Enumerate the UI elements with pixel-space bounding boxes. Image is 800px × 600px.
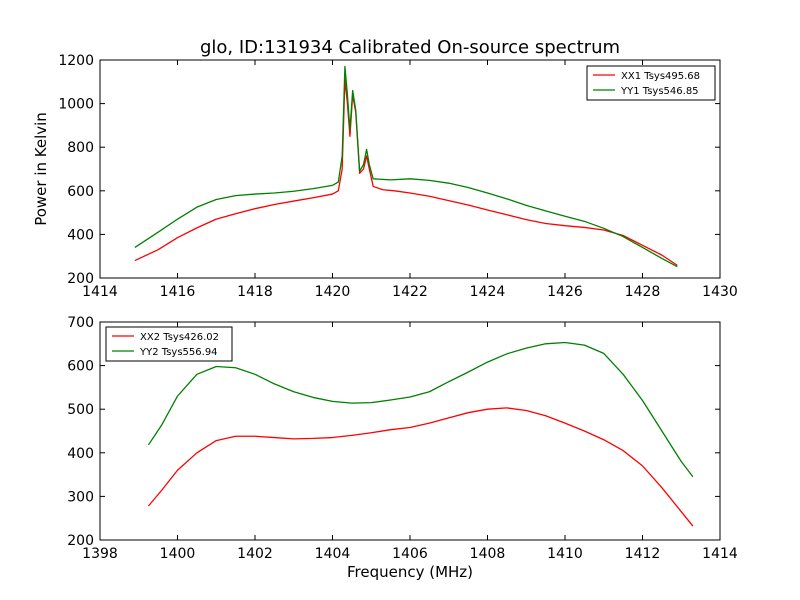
y-tick-label: 400: [67, 227, 94, 243]
chart-title: glo, ID:131934 Calibrated On-source spec…: [200, 37, 620, 58]
y-tick-label: 400: [67, 446, 94, 462]
y-tick-label: 1000: [58, 97, 94, 113]
x-axis-label-bottom: Frequency (MHz): [347, 563, 473, 581]
legend-label-1: XX2 Tsys426.02: [140, 332, 219, 343]
x-tick-label: 1424: [470, 284, 506, 300]
y-tick-label: 700: [67, 315, 94, 331]
x-tick-label: 1418: [237, 284, 273, 300]
x-tick-label: 1406: [392, 546, 428, 562]
x-tick-label: 1426: [547, 284, 583, 300]
x-tick-label: 1410: [547, 546, 583, 562]
x-tick-label: 1414: [82, 284, 118, 300]
y-tick-label: 1200: [58, 53, 94, 69]
legend-label-2: YY1 Tsys546.85: [620, 86, 699, 97]
series-line-2: [147, 341, 694, 478]
top-panel: 1414 1416 1418 1420 1422 1424 1426 1428 1430 200 4…: [58, 53, 737, 300]
series-line-1: [134, 78, 678, 266]
y-tick-label: 500: [67, 402, 94, 418]
legend: XX1 Tsys495.68 YY1 Tsys546.85: [586, 65, 716, 101]
legend: XX2 Tsys426.02 YY2 Tsys556.94: [105, 326, 233, 362]
y-axis-label-top: Power in Kelvin: [32, 112, 50, 226]
y-tick-label: 200: [67, 533, 94, 549]
x-tick-label: 1400: [160, 546, 196, 562]
legend-label-2: YY2 Tsys556.94: [139, 347, 218, 358]
x-tick-label: 1402: [237, 546, 273, 562]
x-tick-label: 1420: [315, 284, 351, 300]
x-tick-label: 1412: [625, 546, 661, 562]
x-tick-label: 1428: [625, 284, 661, 300]
y-tick-label: 800: [67, 140, 94, 156]
x-tick-label: 1398: [82, 546, 118, 562]
x-tick-label: 1416: [160, 284, 196, 300]
y-tick-label: 300: [67, 489, 94, 505]
x-tick-label: 1404: [315, 546, 351, 562]
x-tick-label: 1408: [470, 546, 506, 562]
series-line-1: [147, 407, 694, 527]
legend-box: [586, 65, 716, 101]
bottom-panel: 1398 1400 1402 1404 1406 1408 1410 1412 1414 200 3…: [67, 315, 738, 562]
series-line-2: [134, 65, 678, 268]
legend-label-1: XX1 Tsys495.68: [621, 71, 700, 82]
x-tick-label: 1422: [392, 284, 428, 300]
x-tick-label: 1414: [702, 546, 738, 562]
y-tick-label: 200: [67, 271, 94, 287]
legend-box: [105, 326, 233, 362]
x-tick-label: 1430: [702, 284, 738, 300]
y-tick-label: 600: [67, 184, 94, 200]
y-tick-label: 600: [67, 359, 94, 375]
